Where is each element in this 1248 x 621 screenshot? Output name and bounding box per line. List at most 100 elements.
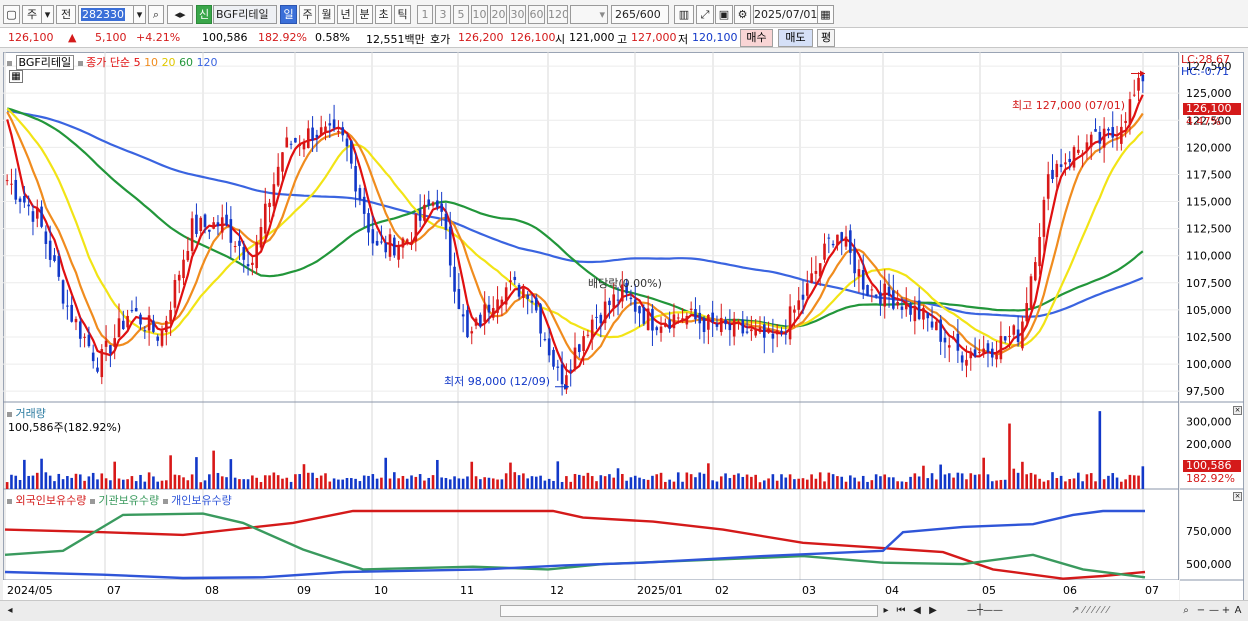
scroll-thumb[interactable] xyxy=(500,605,878,617)
volume-bar xyxy=(831,474,835,489)
candle-body xyxy=(573,347,577,369)
calendar-icon[interactable]: ▦ xyxy=(818,5,834,24)
volume-bar xyxy=(801,478,805,489)
volume-ratio: 182.92% xyxy=(258,31,307,44)
volume-bar xyxy=(750,476,753,489)
period-1-button[interactable]: 주 xyxy=(299,5,316,24)
volume-bar xyxy=(380,477,383,489)
volume-value: 100,586주(182.92%) xyxy=(8,421,122,434)
candle-body xyxy=(758,327,762,333)
candle-body xyxy=(212,222,215,229)
date-input[interactable]: 2025/07/01 xyxy=(753,5,818,24)
volume-bar xyxy=(892,477,895,489)
interval-5-button[interactable]: 30 xyxy=(509,5,526,24)
minus-icon[interactable]: − xyxy=(1196,605,1206,616)
candle-body xyxy=(793,309,796,313)
candle-body xyxy=(14,179,18,200)
scroll-right-icon[interactable]: ▸ xyxy=(883,605,889,616)
prev-icon[interactable]: ◀ xyxy=(913,605,921,616)
font-icon[interactable]: A xyxy=(1234,605,1242,616)
volume-bar xyxy=(702,473,706,489)
drawing-tools[interactable]: ↗ ⁄ ⁄ ⁄ ⁄ ⁄ ⁄ xyxy=(1071,605,1109,616)
chevron-down-icon[interactable]: ▾ xyxy=(42,5,54,24)
candle-body xyxy=(165,320,168,333)
volume-bar xyxy=(165,480,168,489)
candle-body xyxy=(48,240,52,260)
candle-icon[interactable]: ▥ xyxy=(674,5,694,24)
interval-7-button[interactable]: 120 xyxy=(547,5,568,24)
period-6-button[interactable]: 틱 xyxy=(394,5,411,24)
candle-body xyxy=(139,314,142,325)
gear-icon[interactable]: ⚙ xyxy=(734,5,751,24)
volume-bar xyxy=(814,478,818,489)
scrollbar[interactable]: ◂ ▸ ⏮ ◀ ▶ —┼—— ↗ ⁄ ⁄ ⁄ ⁄ ⁄ ⁄ ⌕ − — + A xyxy=(0,600,1248,621)
table-icon[interactable]: ▦ xyxy=(9,70,23,83)
volume-bar xyxy=(448,479,452,489)
search-icon[interactable]: ⌕ xyxy=(148,5,164,24)
candle-body xyxy=(504,287,508,305)
period-5-button[interactable]: 초 xyxy=(375,5,392,24)
interval-3-button[interactable]: 10 xyxy=(471,5,488,24)
line-tool-icon[interactable]: ⤢ xyxy=(696,5,714,24)
candle-body xyxy=(642,307,646,324)
period-2-button[interactable]: 월 xyxy=(318,5,335,24)
close-icon[interactable]: × xyxy=(1233,492,1242,501)
period-0-button[interactable]: 일 xyxy=(280,5,297,24)
volume-bar xyxy=(689,474,693,489)
prev-button[interactable]: 전 xyxy=(56,5,76,24)
holdings-tick-label: 750,000 xyxy=(1186,525,1232,538)
volume-bar xyxy=(130,476,134,489)
buy-button[interactable]: 매수 xyxy=(740,29,773,47)
interval-2-button[interactable]: 5 xyxy=(453,5,469,24)
sell-button[interactable]: 매도 xyxy=(778,29,813,47)
plus-icon[interactable]: + xyxy=(1221,605,1231,616)
close-icon[interactable]: × xyxy=(1233,406,1242,415)
volume-bar xyxy=(1046,480,1050,489)
volume-bar xyxy=(48,475,52,489)
candle-body xyxy=(534,297,538,311)
volume-bar xyxy=(861,475,865,489)
chevron-down-icon[interactable]: ▾ xyxy=(134,5,146,24)
volume-bar xyxy=(849,475,852,489)
interval-select[interactable]: ▾ xyxy=(570,5,608,24)
chart-canvas[interactable]: 2024/05 07 08 09 10 11 12 2025/01 02 03 04 05 06 07 xyxy=(3,52,1179,600)
volume-bar xyxy=(728,478,732,489)
low-price: 120,100 xyxy=(692,31,738,44)
candle-body xyxy=(362,196,366,214)
volume-bar xyxy=(788,474,792,489)
sound-icon[interactable]: ◂▸ xyxy=(167,5,193,24)
open-price: 121,000 xyxy=(569,31,615,44)
period-4-button[interactable]: 분 xyxy=(356,5,373,24)
interval-0-button[interactable]: 1 xyxy=(417,5,433,24)
next-icon[interactable]: ▶ xyxy=(929,605,937,616)
first-icon[interactable]: ⏮ xyxy=(896,605,906,616)
volume-bar xyxy=(887,477,891,489)
interval-4-button[interactable]: 20 xyxy=(490,5,507,24)
candle-body xyxy=(866,285,869,296)
x-axis-label: 2024/05 xyxy=(7,584,53,597)
volume-bar xyxy=(935,479,938,489)
price-value: 126,100 xyxy=(8,31,54,44)
average-button[interactable]: 평 xyxy=(817,29,835,47)
candle-body xyxy=(130,310,134,312)
volume-bar xyxy=(827,472,831,489)
candle-body xyxy=(638,306,641,314)
open-label: 시 xyxy=(555,33,566,46)
window-icon[interactable]: ▢ xyxy=(3,5,20,24)
interval-1-button[interactable]: 3 xyxy=(435,5,451,24)
zoom-slider[interactable]: —┼—— xyxy=(966,605,1004,616)
scroll-left-icon[interactable]: ◂ xyxy=(7,605,13,616)
zoom-icon[interactable]: ⌕ xyxy=(1183,605,1189,616)
volume-bar xyxy=(969,473,973,489)
volume-bar xyxy=(956,472,960,489)
save-icon[interactable]: ▣ xyxy=(715,5,733,24)
dash-icon[interactable]: — xyxy=(1209,605,1219,616)
market-select[interactable]: 주 xyxy=(22,5,42,24)
candle-body xyxy=(810,273,813,284)
interval-6-button[interactable]: 60 xyxy=(528,5,545,24)
candle-body xyxy=(440,203,443,212)
view-count-input[interactable]: 265/600 xyxy=(611,5,669,24)
stock-code-input[interactable]: 282330 xyxy=(78,5,134,24)
period-3-button[interactable]: 년 xyxy=(337,5,354,24)
candle-body xyxy=(552,349,555,367)
